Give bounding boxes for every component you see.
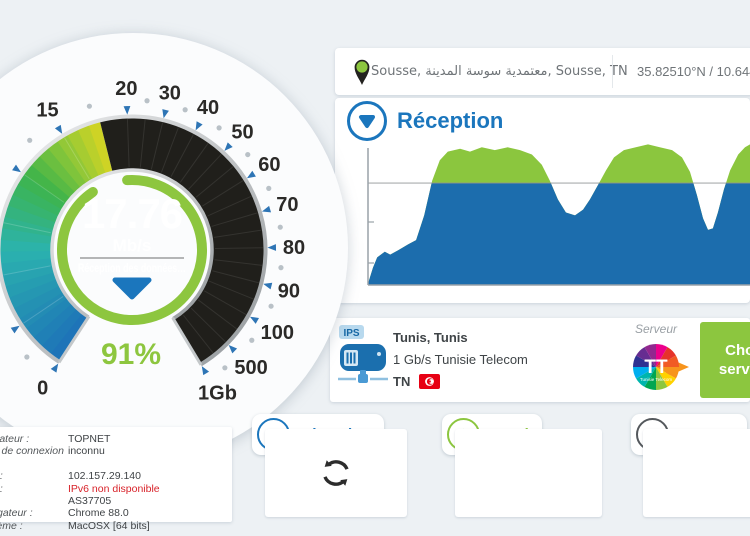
- location-text: Sousse, معتمدية سوسة المدينة, Sousse, TN: [371, 64, 628, 79]
- svg-text:500: 500: [234, 357, 267, 379]
- svg-text:80: 80: [283, 237, 305, 259]
- info-row: Système :MacOSX [64 bits]: [0, 519, 150, 532]
- choose-server-button[interactable]: Choix serveur: [700, 322, 750, 398]
- svg-text:60: 60: [258, 154, 280, 176]
- connection-type-value: inconnu: [68, 445, 105, 458]
- info-row: IPv6 :IPv6 non disponible: [0, 482, 160, 495]
- download-arrow-icon: [347, 101, 387, 141]
- divider: [612, 55, 613, 88]
- latence-result-card: [643, 429, 750, 517]
- reception-area-chart: [367, 144, 750, 286]
- reception-graph-panel: Réception: [335, 98, 750, 303]
- info-row: Navigateur :Chrome 88.0: [0, 507, 129, 520]
- svg-text:90: 90: [278, 281, 300, 303]
- info-row: Opérateur :TOPNET: [0, 433, 111, 445]
- svg-text:20: 20: [115, 78, 137, 100]
- svg-text:17.76: 17.76: [82, 190, 182, 237]
- svg-text:IPS: IPS: [343, 328, 359, 339]
- server-label: Serveur: [634, 322, 677, 336]
- isp-server-icon: IPS: [336, 323, 390, 400]
- browser-value: Chrome 88.0: [68, 507, 129, 520]
- section-title: Réception: [397, 108, 504, 133]
- svg-text:0: 0: [37, 378, 48, 400]
- svg-text:TT: TT: [644, 357, 668, 378]
- as-value: AS37705: [68, 495, 112, 508]
- loading-spinner-icon: [323, 460, 349, 486]
- ipv6-value: IPv6 non disponible: [68, 482, 160, 495]
- operator-value: TOPNET: [68, 433, 111, 445]
- reception-section-header: Réception: [347, 101, 503, 141]
- map-pin-icon: [352, 57, 372, 86]
- svg-text:100: 100: [261, 322, 294, 344]
- svg-text:15: 15: [36, 99, 58, 121]
- svg-text:50: 50: [231, 122, 253, 144]
- tunisia-flag-icon: [419, 374, 441, 389]
- svg-text:Réception des données…: Réception des données…: [78, 263, 186, 275]
- svg-text:40: 40: [197, 97, 219, 119]
- svg-text:Mb/s: Mb/s: [113, 236, 152, 255]
- system-value: MacOSX [64 bits]: [68, 519, 150, 532]
- svg-text:Tunisie Telecom: Tunisie Telecom: [640, 377, 673, 382]
- server-panel: IPS Tunis, Tunis 1 Gb/s Tunisie Telecom …: [330, 318, 750, 402]
- envoi-result-card: [455, 429, 602, 517]
- server-provider: 1 Gb/s Tunisie Telecom: [393, 352, 528, 367]
- svg-text:1Gb: 1Gb: [198, 382, 237, 404]
- server-country: TN: [393, 374, 441, 389]
- connection-info-panel: Opérateur :TOPNET Type de connexion :inc…: [0, 427, 232, 532]
- reception-result-card: [265, 429, 407, 517]
- info-row: IPv4 :102.157.29.140: [0, 470, 141, 483]
- info-row: Type de connexion :inconnu: [0, 445, 232, 470]
- svg-text:91%: 91%: [101, 338, 161, 371]
- svg-text:30: 30: [159, 82, 181, 104]
- location-bar: Sousse, معتمدية سوسة المدينة, Sousse, TN…: [335, 48, 750, 95]
- info-row: AS :AS37705: [0, 495, 232, 507]
- ipv4-value: 102.157.29.140: [68, 470, 141, 483]
- svg-text:70: 70: [276, 194, 298, 216]
- tunisie-telecom-logo: TT Tunisie Telecom: [630, 340, 690, 399]
- server-city: Tunis, Tunis: [393, 330, 468, 345]
- location-coordinates: 35.82510°N / 10.64460: [637, 64, 750, 79]
- country-code: TN: [393, 374, 411, 389]
